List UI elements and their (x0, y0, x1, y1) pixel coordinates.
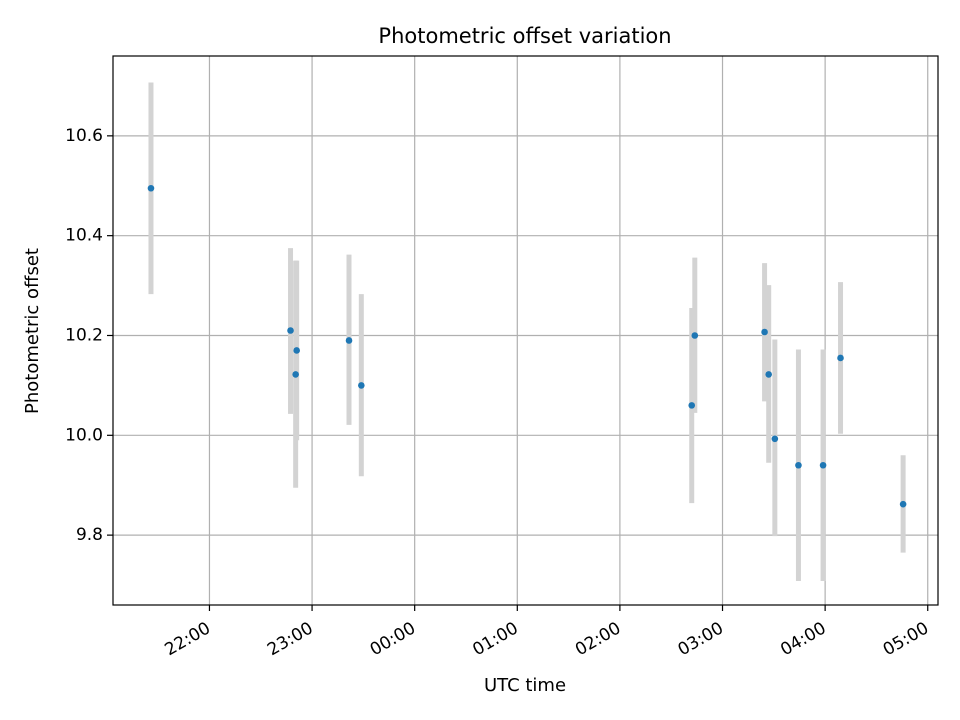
x-tick-label: 05:00 (880, 618, 932, 660)
y-axis-label: Photometric offset (22, 248, 43, 414)
x-tick-label: 22:00 (162, 618, 214, 660)
data-point (819, 461, 827, 469)
y-tick-label: 10.2 (65, 325, 103, 345)
chart-title: Photometric offset variation (378, 24, 671, 48)
data-point (358, 382, 365, 389)
data-point (688, 402, 696, 409)
grid (113, 56, 938, 605)
data-point (292, 371, 299, 378)
data-point (771, 435, 779, 443)
data-point (899, 500, 907, 508)
data-point (691, 332, 699, 339)
x-tick-label: 01:00 (469, 618, 521, 660)
y-tick-label: 10.0 (65, 425, 103, 445)
data-point (345, 337, 353, 344)
data-point (837, 354, 844, 362)
plot-frame (112, 55, 939, 606)
y-tick-label: 10.4 (65, 226, 103, 246)
x-axis-ticks: 22:00 23:00 00:00 01:00 02:00 03:00 04:00 05:00 (162, 605, 932, 660)
x-tick-label: 02:00 (572, 618, 624, 660)
data-point (293, 347, 300, 354)
x-tick-label: 04:00 (777, 618, 829, 660)
y-tick-label: 10.6 (65, 126, 103, 146)
data-point (765, 371, 772, 378)
x-axis-label: UTC time (484, 675, 566, 696)
error-bars (148, 82, 906, 582)
x-tick-label: 00:00 (367, 618, 419, 660)
y-tick-label: 9.8 (76, 525, 103, 545)
data-point (761, 328, 768, 336)
data-point (147, 184, 155, 192)
x-tick-label: 23:00 (264, 618, 316, 660)
data-point (795, 461, 802, 469)
data-points (147, 184, 907, 508)
y-axis-ticks: 9.8 10.0 10.2 10.4 10.6 (65, 126, 113, 545)
data-point (287, 327, 294, 334)
x-tick-label: 03:00 (675, 618, 727, 660)
